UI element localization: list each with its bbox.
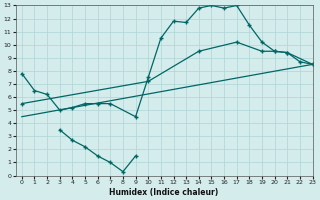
X-axis label: Humidex (Indice chaleur): Humidex (Indice chaleur) [109, 188, 219, 197]
